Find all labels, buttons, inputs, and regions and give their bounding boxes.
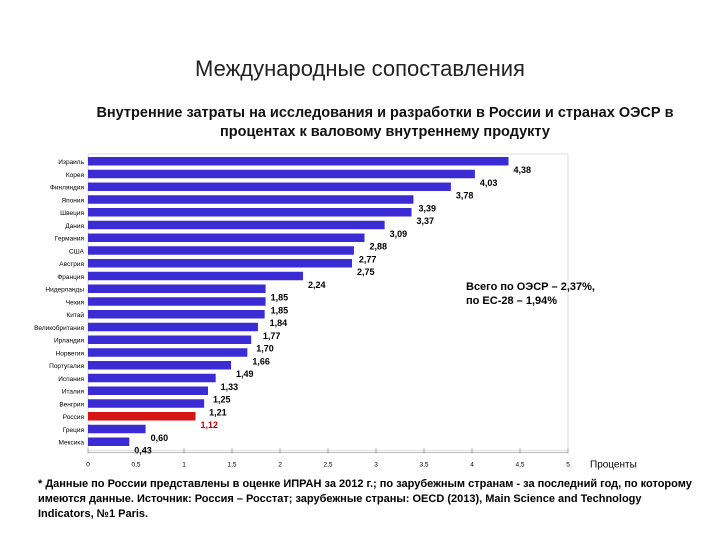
value-label-15: 1,66 xyxy=(252,356,270,366)
category-label-4: Швеция xyxy=(60,210,84,217)
x-tick-label-2: 1 xyxy=(182,461,186,468)
x-tick-label-5: 2,5 xyxy=(323,461,332,468)
category-label-8: Австрия xyxy=(59,261,84,268)
category-label-6: Германия xyxy=(55,236,85,243)
category-label-5: Дания xyxy=(65,223,84,230)
value-label-17: 1,33 xyxy=(221,382,239,392)
note-line-oecd: Всего по ОЭСР – 2,37%, xyxy=(466,281,595,293)
category-label-15: Норвегия xyxy=(56,350,85,357)
category-label-16: Португалия xyxy=(49,363,84,370)
x-tick-label-10: 5 xyxy=(566,461,570,468)
bar-22 xyxy=(88,437,130,446)
value-label-22: 0,43 xyxy=(134,446,152,456)
category-label-1: Корея xyxy=(66,172,85,179)
category-label-10: Нидерланды xyxy=(45,287,84,294)
category-label-19: Венгрия xyxy=(59,401,84,408)
category-label-3: Япония xyxy=(61,197,84,204)
category-label-11: Чехия xyxy=(66,299,85,306)
bar-15 xyxy=(88,348,248,357)
value-label-20: 1,12 xyxy=(201,420,219,430)
x-axis-label: Проценты xyxy=(590,459,637,470)
value-label-0: 4,38 xyxy=(513,165,531,175)
value-label-1: 4,03 xyxy=(480,178,498,188)
category-label-20: Россия xyxy=(63,414,85,421)
value-label-16: 1,49 xyxy=(236,369,254,379)
x-tick-label-9: 4,5 xyxy=(515,461,524,468)
x-tick-label-0: 0 xyxy=(86,461,90,468)
bar-10 xyxy=(88,284,266,293)
bar-6 xyxy=(88,233,365,242)
value-label-11: 1,85 xyxy=(271,305,289,315)
category-label-21: Греция xyxy=(63,427,85,434)
bar-8 xyxy=(88,259,352,268)
value-label-12: 1,84 xyxy=(270,318,288,328)
bar-17 xyxy=(88,373,216,383)
category-label-22: Мексика xyxy=(58,440,84,447)
category-label-13: Великобритания xyxy=(34,324,84,332)
category-label-2: Финляндия xyxy=(50,185,84,192)
x-tick-label-7: 3,5 xyxy=(419,461,428,468)
value-label-14: 1,70 xyxy=(256,344,274,354)
category-label-9: Франция xyxy=(57,274,84,281)
value-label-4: 3,37 xyxy=(417,216,435,226)
category-label-12: Китай xyxy=(66,311,84,319)
footnote: * Данные по России представлены в оценке… xyxy=(38,478,692,520)
value-label-18: 1,25 xyxy=(213,395,231,405)
value-label-8: 2,75 xyxy=(357,267,375,277)
bar-0 xyxy=(88,157,509,166)
bar-4 xyxy=(88,208,412,217)
x-tick-label-1: 0,5 xyxy=(131,461,140,468)
oecd-total-note: Всего по ОЭСР – 2,37%, по ЕС-28 – 1,94% xyxy=(466,280,636,308)
value-label-3: 3,39 xyxy=(418,203,436,213)
bar-5 xyxy=(88,220,385,230)
bar-3 xyxy=(88,195,414,204)
value-label-10: 1,85 xyxy=(271,293,289,303)
value-label-21: 0,60 xyxy=(151,433,169,443)
value-label-19: 1,21 xyxy=(209,407,227,417)
x-tick-label-3: 1,5 xyxy=(227,461,236,468)
bar-13 xyxy=(88,322,258,332)
bar-9 xyxy=(88,271,304,281)
x-tick-label-8: 4 xyxy=(470,461,474,468)
bar-7 xyxy=(88,246,354,255)
category-label-18: Италия xyxy=(62,389,85,396)
bar-1 xyxy=(88,169,475,179)
bar-21 xyxy=(88,424,146,434)
note-line-eu: по ЕС-28 – 1,94% xyxy=(466,295,558,307)
bar-2 xyxy=(88,182,451,191)
bar-19 xyxy=(88,399,205,408)
bar-12 xyxy=(88,310,265,319)
x-tick-label-6: 3 xyxy=(374,461,378,468)
value-label-7: 2,77 xyxy=(359,254,377,264)
bar-14 xyxy=(88,335,252,344)
value-label-2: 3,78 xyxy=(456,191,474,201)
value-label-6: 2,88 xyxy=(369,242,387,252)
category-label-7: США xyxy=(69,248,85,255)
category-label-14: Ирландия xyxy=(54,338,84,345)
bar-chart: Израиль 4,38 Корея 4,03 Финляндия 3,78 Япония 3… xyxy=(34,153,637,470)
bar-18 xyxy=(88,386,208,395)
category-label-17: Испания xyxy=(58,376,84,383)
value-label-5: 3,09 xyxy=(390,229,408,239)
bar-16 xyxy=(88,361,232,370)
value-label-9: 2,24 xyxy=(308,280,326,290)
bar-20 xyxy=(88,412,196,421)
category-label-0: Израиль xyxy=(58,159,84,166)
value-label-13: 1,77 xyxy=(263,331,281,341)
x-tick-label-4: 2 xyxy=(278,461,282,468)
chart-title: Внутренние затраты на исследования и раз… xyxy=(96,105,674,140)
slide-title: Международные сопоставления xyxy=(195,56,525,81)
bar-11 xyxy=(88,297,266,306)
